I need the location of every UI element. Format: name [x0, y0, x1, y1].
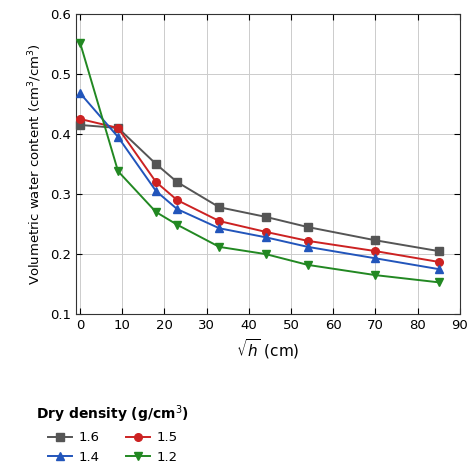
1.4 — [373, 255, 378, 261]
1.2 — [153, 209, 159, 215]
1.5 — [373, 249, 378, 254]
1.4 — [263, 235, 269, 240]
1.4 — [115, 134, 121, 140]
1.6 — [263, 214, 269, 219]
1.2 — [77, 40, 83, 45]
1.4 — [77, 91, 83, 96]
1.4 — [217, 225, 222, 231]
1.2 — [263, 251, 269, 257]
1.2 — [373, 272, 378, 278]
1.2 — [305, 262, 311, 267]
1.2 — [436, 280, 441, 285]
1.6 — [373, 237, 378, 243]
1.4 — [305, 244, 311, 249]
1.5 — [174, 197, 180, 203]
1.5 — [115, 125, 121, 131]
1.5 — [217, 218, 222, 224]
1.4 — [436, 266, 441, 272]
1.4 — [174, 206, 180, 212]
1.5 — [77, 116, 83, 122]
1.5 — [305, 238, 311, 243]
1.6 — [115, 125, 121, 131]
1.5 — [153, 179, 159, 185]
1.5 — [263, 229, 269, 235]
Legend: 1.6, 1.4, 1.5, 1.2: 1.6, 1.4, 1.5, 1.2 — [36, 403, 189, 462]
1.5 — [436, 259, 441, 265]
1.2 — [217, 244, 222, 249]
Line: 1.6: 1.6 — [76, 121, 443, 255]
X-axis label: $\sqrt{h}$ (cm): $\sqrt{h}$ (cm) — [236, 338, 300, 361]
1.6 — [153, 161, 159, 167]
1.2 — [174, 222, 180, 227]
1.6 — [305, 225, 311, 230]
Y-axis label: Volumetric water content (cm$^3$/cm$^3$): Volumetric water content (cm$^3$/cm$^3$) — [27, 43, 45, 285]
1.6 — [436, 249, 441, 254]
1.4 — [153, 188, 159, 194]
Line: 1.2: 1.2 — [76, 39, 443, 286]
Line: 1.4: 1.4 — [76, 89, 443, 273]
Line: 1.5: 1.5 — [76, 115, 443, 266]
1.6 — [217, 205, 222, 210]
1.6 — [174, 179, 180, 185]
1.2 — [115, 169, 121, 174]
1.6 — [77, 122, 83, 128]
